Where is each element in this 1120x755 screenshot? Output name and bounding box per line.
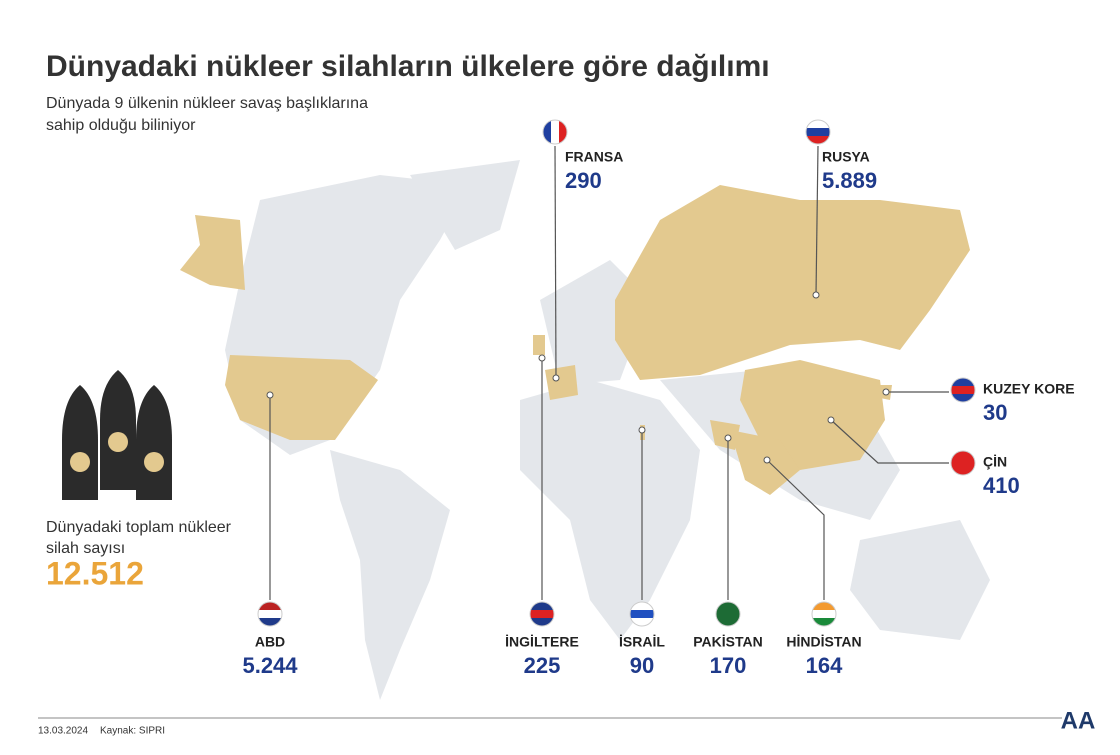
flag-ring (805, 119, 831, 145)
flag (716, 602, 740, 626)
location-dot (827, 416, 835, 424)
flag-stripe (530, 618, 554, 626)
source: Kaynak: SIPRI (100, 726, 165, 737)
flag (630, 602, 654, 626)
country-name: HİNDİSTAN (786, 634, 861, 650)
warhead-count: 90 (630, 653, 654, 678)
flag-stripe (530, 610, 554, 619)
flag (543, 120, 567, 144)
flag-stripe (530, 602, 554, 611)
flag-ring (629, 601, 655, 627)
warhead-count: 164 (806, 653, 843, 678)
leader-line (766, 459, 825, 600)
country: RUSYA 5.889 (805, 119, 877, 299)
subtitle: sahip olduğu biliniyor (46, 117, 196, 134)
location-dot (812, 291, 820, 299)
date: 13.03.2024 (38, 726, 88, 737)
location-dot (538, 354, 546, 362)
country: ÇİN 410 (827, 416, 1020, 498)
flag-stripe (543, 120, 552, 144)
flag-stripe (812, 618, 836, 626)
leader-line (815, 145, 819, 296)
warhead-count: 5.889 (822, 168, 877, 193)
location-dot (266, 391, 274, 399)
flag-stripe (812, 610, 836, 619)
leader-line (554, 145, 557, 379)
flag-stripe (716, 618, 740, 626)
flag-stripe (812, 602, 836, 611)
country: İSRAİL 90 (619, 426, 665, 678)
flag-stripe (951, 459, 975, 468)
leader-line (830, 419, 949, 464)
country-name: ÇİN (983, 454, 1007, 470)
logo: AA (1061, 707, 1096, 734)
flag-stripe (559, 120, 567, 144)
subtitle: Dünyada 9 ülkenin nükleer savaş başlıkla… (46, 95, 368, 112)
flag-stripe (716, 602, 740, 611)
title: Dünyadaki nükleer silahların ülkelere gö… (46, 50, 770, 83)
country-name: KUZEY KORE (983, 381, 1075, 397)
total-label: Dünyadaki toplam nükleer (46, 519, 232, 536)
flag-ring (950, 377, 976, 403)
flag-ring (811, 601, 837, 627)
flag-ring (950, 450, 976, 476)
flag-stripe (551, 120, 560, 144)
country-name: İNGİLTERE (505, 634, 579, 650)
flag-ring (542, 119, 568, 145)
location-dot (724, 434, 732, 442)
location-dot (763, 456, 771, 464)
warhead-count: 225 (524, 653, 561, 678)
flag-stripe (951, 386, 975, 395)
flag-stripe (258, 618, 282, 626)
country-name: PAKİSTAN (693, 634, 762, 650)
flag-stripe (806, 136, 830, 144)
flag-stripe (806, 128, 830, 137)
warhead-count: 30 (983, 400, 1007, 425)
flag-ring (715, 601, 741, 627)
location-dot (882, 388, 890, 396)
flag-ring (529, 601, 555, 627)
flag-stripe (630, 610, 654, 619)
country: ABD 5.244 (242, 391, 298, 678)
flag-stripe (630, 602, 654, 611)
total-value: 12.512 (46, 555, 144, 591)
country: HİNDİSTAN 164 (763, 456, 862, 678)
country-name: FRANSA (565, 149, 623, 165)
country-name: ABD (255, 634, 285, 650)
flag-stripe (951, 467, 975, 475)
country-name: İSRAİL (619, 634, 665, 650)
warhead-count: 410 (983, 473, 1020, 498)
flag-stripe (951, 451, 975, 460)
flag (951, 451, 975, 475)
country: İNGİLTERE 225 (505, 354, 579, 678)
flag (806, 120, 830, 144)
flag (812, 602, 836, 626)
country: KUZEY KORE 30 (882, 377, 1075, 425)
warhead-count: 5.244 (242, 653, 298, 678)
flag (530, 602, 554, 626)
country-name: RUSYA (822, 149, 870, 165)
country: PAKİSTAN 170 (693, 434, 763, 678)
flag (258, 602, 282, 626)
flag-stripe (951, 378, 975, 387)
flag-stripe (258, 602, 282, 611)
flag-stripe (951, 394, 975, 402)
flag-stripe (258, 610, 282, 619)
location-dot (638, 426, 646, 434)
location-dot (552, 374, 560, 382)
flag-stripe (630, 618, 654, 626)
flag-ring (257, 601, 283, 627)
warhead-count: 290 (565, 168, 602, 193)
flag-stripe (716, 610, 740, 619)
flag (951, 378, 975, 402)
country: FRANSA 290 (542, 119, 623, 382)
total-label: silah sayısı (46, 540, 125, 557)
flag-stripe (806, 120, 830, 129)
warhead-icon (62, 370, 172, 500)
warhead-count: 170 (710, 653, 747, 678)
world-map (180, 160, 990, 700)
